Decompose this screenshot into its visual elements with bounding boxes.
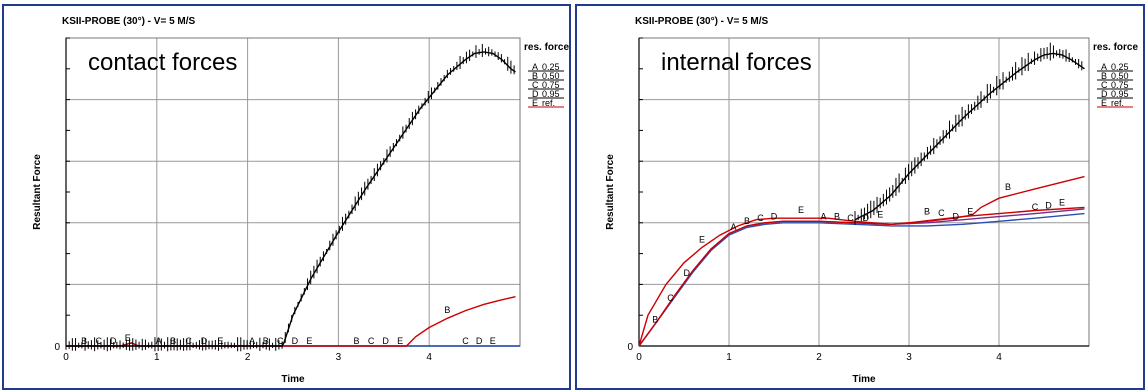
curve-marker-b: B: [834, 211, 840, 221]
curve-marker-e: E: [967, 207, 973, 217]
legend-title: res. force: [1093, 42, 1138, 53]
curve-marker-d: D: [201, 336, 208, 346]
curve-marker-b: B: [444, 305, 450, 315]
legend-letter: D: [532, 89, 539, 99]
curve-marker-d: D: [1045, 200, 1052, 210]
y-axis-label: Resultant Force: [32, 154, 43, 230]
x-tick-label: 4: [996, 352, 1002, 363]
x-tick-label: 3: [336, 352, 342, 363]
internal-forces-panel: KSII-PROBE (30°) - V= 5 M/S 0 1 2 3 4 0 Time Res…: [575, 4, 1145, 390]
curve-marker-e: E: [217, 336, 223, 346]
curve-marker-c: C: [368, 336, 375, 346]
legend-letter: E: [532, 98, 538, 108]
legend-letter: C: [532, 80, 539, 90]
curve-marker-e: E: [490, 336, 496, 346]
legend-label: 0.50: [542, 71, 560, 81]
series-line-e: [66, 51, 516, 347]
legend-label: 0.75: [542, 80, 560, 90]
curve-marker-a: A: [249, 336, 255, 346]
curve-marker-d: D: [953, 211, 960, 221]
x-tick-label: 2: [245, 352, 251, 363]
x-tick-label: 0: [636, 352, 642, 363]
y-tick-label: 0: [627, 342, 633, 353]
curve-marker-c: C: [95, 336, 102, 346]
curve-marker-c: C: [847, 213, 854, 223]
curve-marker-d: D: [110, 336, 117, 346]
x-axis-label: Time: [852, 374, 876, 385]
legend-letter: C: [1101, 80, 1108, 90]
curve-marker-d: D: [683, 268, 690, 278]
curve-marker-e: E: [125, 333, 131, 343]
series-line-e: [638, 206, 1085, 347]
contact-forces-chart: KSII-PROBE (30°) - V= 5 M/S 0 1 2 3 4 0 Time Res…: [32, 16, 569, 385]
curve-marker-e: E: [397, 336, 403, 346]
x-tick-label: 4: [426, 352, 432, 363]
curve-marker-d: D: [771, 211, 778, 221]
curve-marker-b: B: [744, 216, 750, 226]
series-line-c: [854, 52, 1085, 221]
x-tick-label: 0: [63, 352, 69, 363]
legend-label: ref.: [542, 98, 555, 108]
curve-marker-c: C: [667, 293, 674, 303]
curve-marker-a: A: [730, 222, 736, 232]
x-axis-label: Time: [281, 374, 305, 385]
curve-marker-b: B: [1005, 182, 1011, 192]
chart-annotation: internal forces: [661, 49, 812, 76]
curve-marker-c: C: [277, 336, 284, 346]
curve-marker-b: B: [652, 314, 658, 324]
legend-label: 0.25: [542, 62, 560, 72]
legend-letter: B: [532, 71, 538, 81]
curve-marker-e: E: [877, 210, 883, 220]
curve-marker-d: D: [292, 336, 299, 346]
curve-marker-b: B: [170, 336, 176, 346]
legend-letter: E: [1101, 98, 1107, 108]
curve-marker-c: C: [185, 336, 192, 346]
curve-marker-a: A: [820, 211, 826, 221]
curve-marker-b: B: [263, 336, 269, 346]
legend-letter: A: [1101, 62, 1107, 72]
x-tick-label: 3: [906, 352, 912, 363]
curve-marker-b: B: [924, 207, 930, 217]
legend-letter: B: [1101, 71, 1107, 81]
internal-forces-chart: KSII-PROBE (30°) - V= 5 M/S 0 1 2 3 4 0 Time Res…: [605, 16, 1138, 385]
curve-marker-c: C: [462, 336, 469, 346]
chart-title: KSII-PROBE (30°) - V= 5 M/S: [635, 16, 769, 27]
curve-marker-a: A: [156, 336, 162, 346]
legend-label: 0.50: [1111, 71, 1129, 81]
curve-marker-e: E: [699, 234, 705, 244]
chart-annotation: contact forces: [88, 49, 237, 76]
legend-label: ref.: [1111, 98, 1124, 108]
legend-label: 0.95: [1111, 89, 1129, 99]
x-tick-label: 1: [154, 352, 160, 363]
chart-title: KSII-PROBE (30°) - V= 5 M/S: [62, 16, 196, 27]
legend-letter: D: [1101, 89, 1108, 99]
series-line-b: [638, 175, 1085, 347]
x-tick-label: 1: [726, 352, 732, 363]
curve-marker-e: E: [798, 205, 804, 215]
legend-label: 0.75: [1111, 80, 1129, 90]
legend-title: res. force: [524, 42, 569, 53]
curve-marker-e: E: [306, 336, 312, 346]
contact-forces-panel: KSII-PROBE (30°) - V= 5 M/S 0 1 2 3 4 0 Time Res…: [2, 4, 571, 390]
legend-letter: A: [532, 62, 538, 72]
curve-marker-c: C: [938, 208, 945, 218]
curve-marker-b: B: [354, 336, 360, 346]
curve-marker-d: D: [863, 213, 870, 223]
curve-marker-b: B: [81, 336, 87, 346]
series-line-a: [638, 212, 1085, 347]
curve-marker-d: D: [382, 336, 389, 346]
legend-label: 0.25: [1111, 62, 1129, 72]
x-tick-label: 2: [816, 352, 822, 363]
series-line-d: [638, 208, 1085, 347]
plot-frame: [65, 37, 521, 347]
legend-label: 0.95: [542, 89, 560, 99]
y-axis-label: Resultant Force: [605, 154, 616, 230]
y-tick-label: 0: [54, 342, 60, 353]
curve-marker-d: D: [476, 336, 483, 346]
curve-marker-c: C: [1032, 202, 1039, 212]
curve-marker-e: E: [1059, 197, 1065, 207]
curve-marker-c: C: [757, 213, 764, 223]
